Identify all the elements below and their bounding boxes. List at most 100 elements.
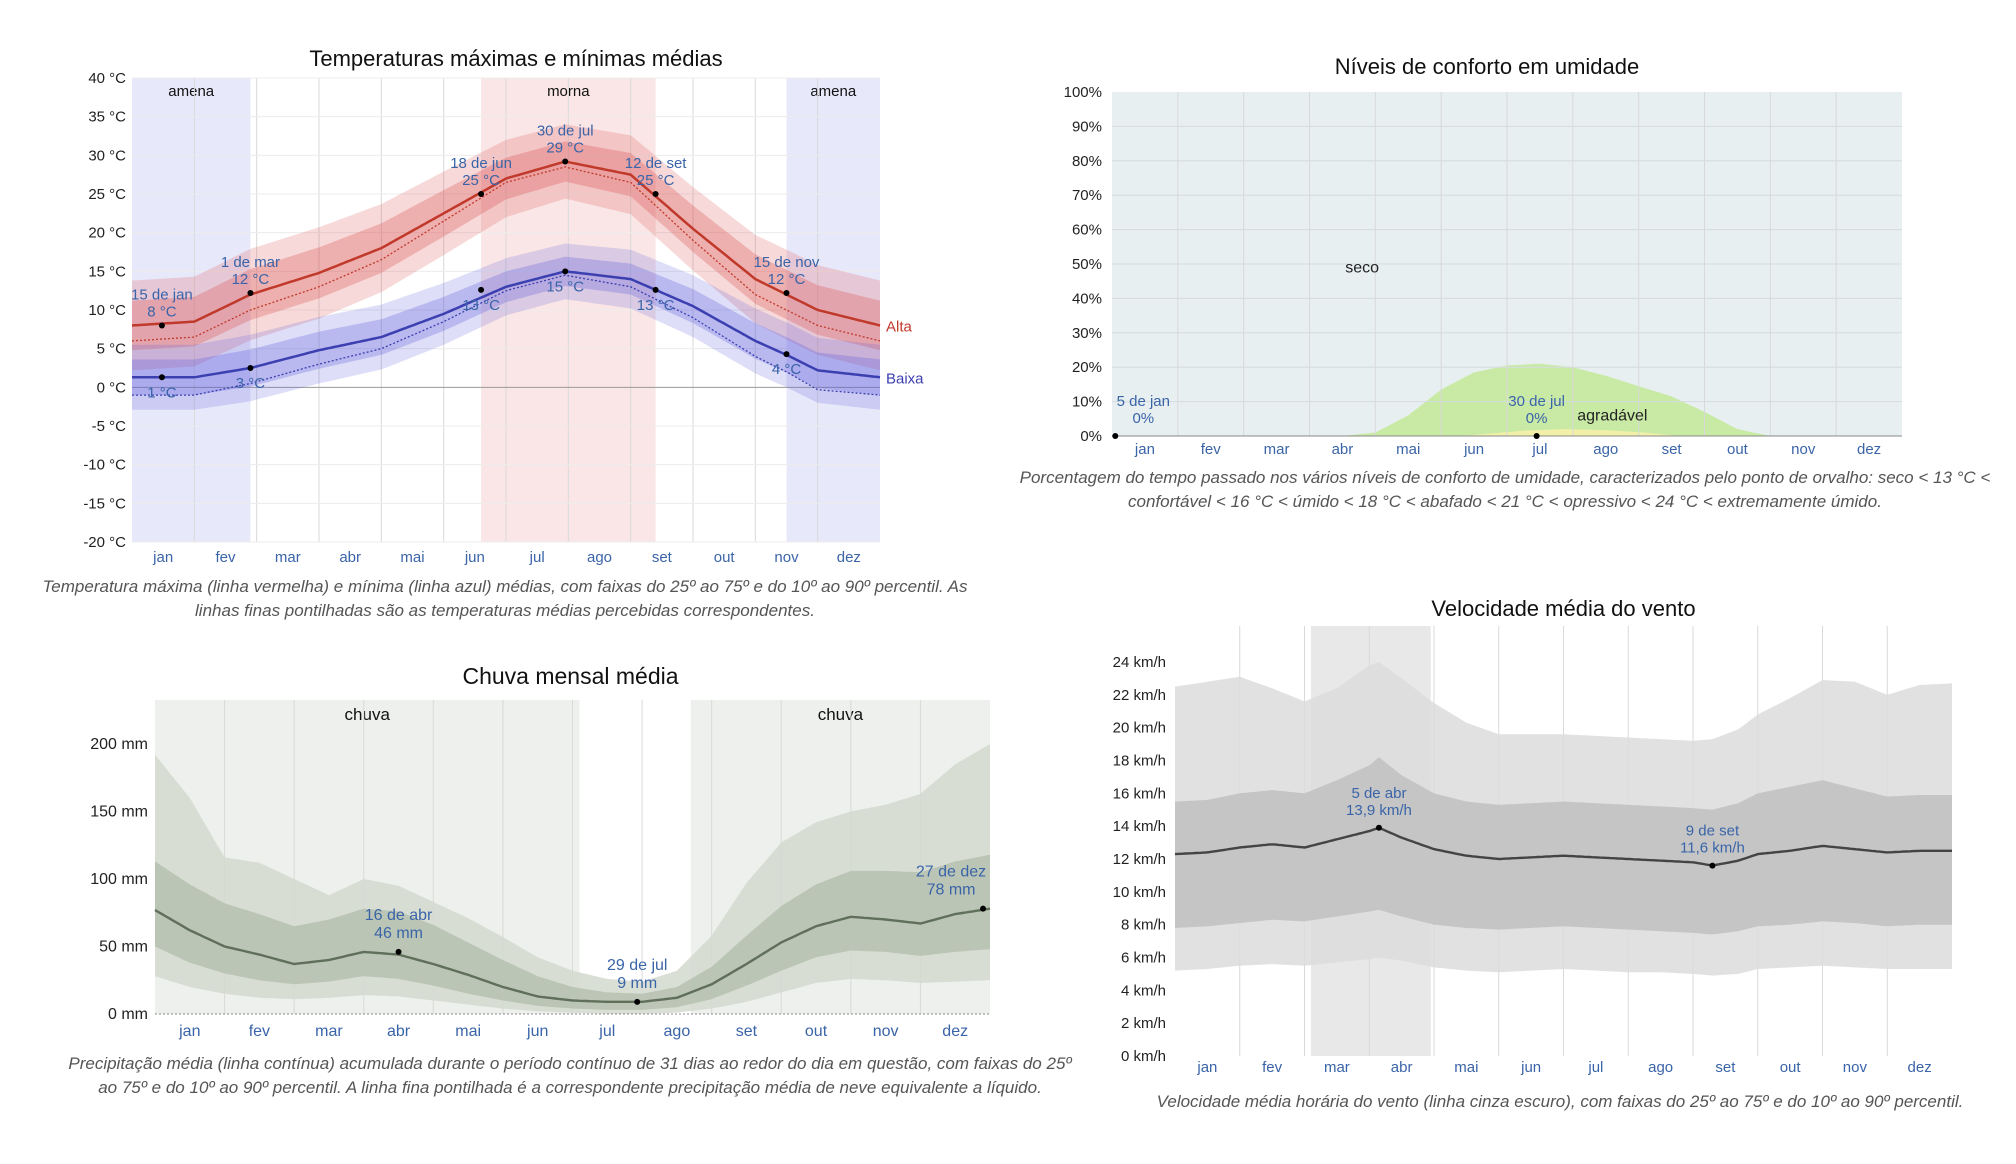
month-label: fev	[249, 1023, 270, 1040]
y-tick-label: 100%	[1064, 84, 1102, 101]
month-label: set	[1715, 1059, 1736, 1076]
month-label: ago	[1593, 441, 1618, 458]
rain-chart: Chuva mensal média chuva chuva 16 de abr46 …	[90, 663, 991, 1040]
month-label: out	[805, 1023, 828, 1040]
data-label: 18 de jun	[450, 155, 512, 172]
month-label: jan	[152, 549, 173, 566]
data-point	[1709, 862, 1716, 869]
percentile-band-inner	[1175, 757, 1952, 935]
chart-title: Temperaturas máximas e mínimas médias	[309, 46, 722, 71]
data-label: 15 de jan	[131, 286, 193, 303]
month-label: set	[736, 1023, 758, 1040]
y-tick-label: 0%	[1080, 428, 1102, 445]
data-point	[247, 365, 254, 371]
y-tick-label: 2 km/h	[1121, 1015, 1166, 1032]
data-point	[158, 374, 165, 381]
data-point	[562, 268, 569, 275]
chart-title: Níveis de conforto em umidade	[1335, 54, 1640, 79]
month-label: ago	[664, 1023, 691, 1040]
data-label: 12 de set	[625, 155, 688, 172]
feels-like-line	[132, 274, 881, 396]
month-label: set	[1662, 441, 1683, 458]
y-tick-label: 16 km/h	[1113, 785, 1166, 802]
data-label: 30 de jul	[537, 123, 594, 140]
y-tick-label: 8 km/h	[1121, 917, 1166, 934]
data-label: 4 °C	[772, 361, 802, 378]
percentile-band-inner	[132, 256, 880, 396]
data-label: 0%	[1132, 410, 1154, 427]
data-label: 46 mm	[374, 925, 423, 942]
data-label: 16 de abr	[365, 907, 433, 924]
data-label: 12 °C	[768, 271, 806, 288]
month-label: jun	[1463, 441, 1484, 458]
month-label: ago	[587, 549, 612, 566]
month-label: nov	[1843, 1059, 1868, 1076]
month-label: nov	[774, 549, 799, 566]
y-tick-label: 90%	[1072, 118, 1102, 135]
y-tick-label: 50 mm	[99, 938, 148, 955]
y-tick-label: 0 km/h	[1121, 1048, 1166, 1065]
region-label: agradável	[1577, 407, 1647, 424]
data-label: 29 °C	[546, 140, 584, 157]
data-label: 0%	[1526, 410, 1548, 427]
y-tick-label: 50%	[1072, 256, 1102, 273]
data-point	[783, 289, 790, 296]
data-point	[158, 322, 165, 329]
y-tick-label: 10 km/h	[1113, 884, 1166, 901]
data-point	[562, 158, 569, 165]
month-label: mar	[315, 1023, 343, 1040]
y-tick-label: 22 km/h	[1113, 687, 1166, 704]
data-point	[395, 948, 402, 955]
season-label: chuva	[345, 705, 391, 724]
chart-title: Velocidade média do vento	[1431, 596, 1695, 621]
y-tick-label: 30 °C	[88, 147, 126, 164]
month-label: ago	[1648, 1059, 1673, 1076]
data-point	[1533, 433, 1540, 439]
y-tick-label: 40%	[1072, 290, 1102, 307]
month-label: abr	[387, 1023, 411, 1040]
series-line	[131, 160, 881, 327]
y-tick-label: 25 °C	[88, 186, 126, 203]
month-label: jun	[464, 549, 485, 566]
month-label: out	[714, 549, 736, 566]
data-label: 8 °C	[147, 303, 177, 320]
series-label: Baixa	[886, 370, 924, 387]
month-label: mai	[455, 1023, 481, 1040]
data-label: 13 °C	[462, 297, 500, 314]
data-label: 15 de nov	[754, 254, 820, 271]
y-tick-label: 20%	[1072, 359, 1102, 376]
month-label: dez	[837, 549, 861, 566]
rain-caption: Precipitação média (linha contínua) acum…	[68, 1054, 1072, 1097]
data-label: 5 de abr	[1351, 785, 1406, 802]
temperature-caption: Temperatura máxima (linha vermelha) e mí…	[42, 577, 968, 620]
data-label: 1 °C	[147, 384, 177, 401]
percentile-band-inner	[132, 141, 880, 351]
y-tick-label: 60%	[1072, 222, 1102, 239]
y-tick-label: 5 °C	[97, 341, 127, 358]
month-label: out	[1780, 1059, 1802, 1076]
data-label: 11,6 km/h	[1680, 840, 1745, 857]
data-point	[652, 286, 659, 293]
percentile-band-outer	[132, 124, 880, 371]
data-point	[1112, 433, 1119, 439]
month-label: nov	[873, 1023, 899, 1040]
y-tick-label: 80%	[1072, 153, 1102, 170]
data-point	[980, 905, 987, 912]
data-point	[247, 289, 254, 296]
data-label: 13 °C	[637, 297, 675, 314]
season-label: amena	[810, 83, 857, 100]
y-tick-label: 30%	[1072, 325, 1102, 342]
y-tick-label: 15 °C	[88, 263, 126, 280]
y-tick-label: 12 km/h	[1113, 851, 1166, 868]
month-label: mai	[1396, 441, 1420, 458]
y-tick-label: -10 °C	[83, 457, 126, 474]
y-tick-label: 20 km/h	[1113, 720, 1166, 737]
data-label: 29 de jul	[607, 957, 668, 974]
month-label: jul	[1587, 1059, 1603, 1076]
data-label: 9 de set	[1686, 823, 1740, 840]
month-label: fev	[1262, 1059, 1283, 1076]
month-label: set	[652, 549, 673, 566]
month-label: mar	[1264, 441, 1290, 458]
